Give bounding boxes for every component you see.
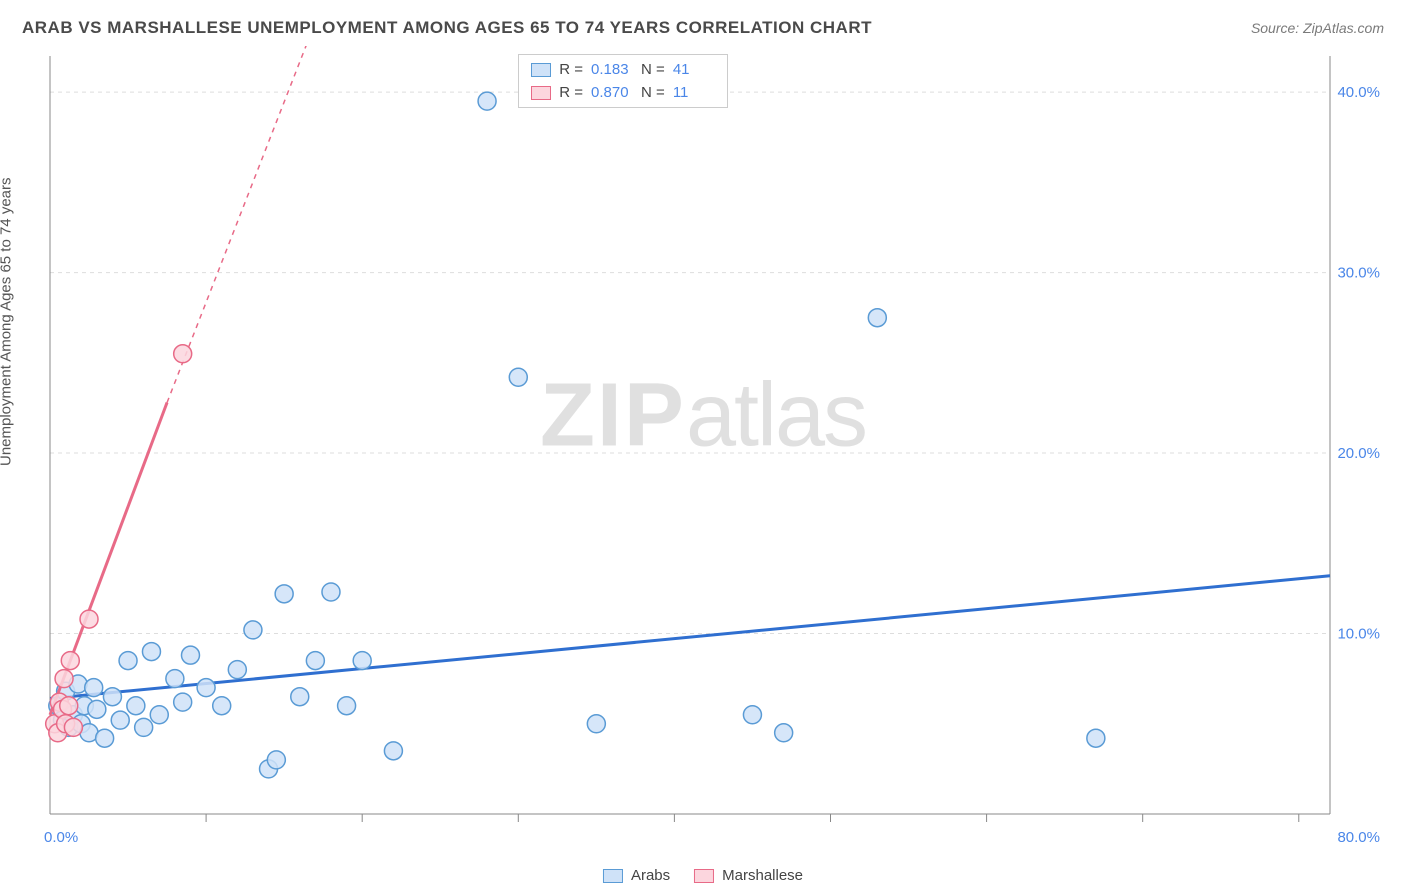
swatch-marshallese [694, 869, 714, 883]
r-value: 0.183 [591, 61, 633, 78]
chart-header: ARAB VS MARSHALLESE UNEMPLOYMENT AMONG A… [0, 0, 1406, 46]
series-legend: Arabs Marshallese [603, 867, 803, 884]
chart-source: Source: ZipAtlas.com [1251, 20, 1384, 36]
svg-text:30.0%: 30.0% [1337, 265, 1380, 282]
swatch-icon [531, 63, 551, 77]
n-value: 11 [673, 84, 715, 101]
svg-text:20.0%: 20.0% [1337, 445, 1380, 462]
legend-item-arabs: Arabs [603, 867, 670, 884]
correlation-legend: R = 0.183 N = 41 R = 0.870 N = 11 [518, 54, 728, 108]
r-value: 0.870 [591, 84, 633, 101]
r-label: R = [559, 61, 583, 78]
n-label: N = [641, 84, 665, 101]
legend-stat-row: R = 0.183 N = 41 [527, 59, 719, 80]
chart-area: Unemployment Among Ages 65 to 74 years Z… [0, 46, 1406, 886]
svg-text:10.0%: 10.0% [1337, 626, 1380, 643]
legend-label: Marshallese [722, 867, 803, 884]
chart-title: ARAB VS MARSHALLESE UNEMPLOYMENT AMONG A… [22, 18, 872, 38]
legend-stat-row: R = 0.870 N = 11 [527, 82, 719, 103]
swatch-arabs [603, 869, 623, 883]
svg-text:40.0%: 40.0% [1337, 84, 1380, 101]
r-label: R = [559, 84, 583, 101]
swatch-icon [531, 86, 551, 100]
n-value: 41 [673, 61, 715, 78]
svg-text:80.0%: 80.0% [1337, 829, 1380, 846]
legend-item-marshallese: Marshallese [694, 867, 803, 884]
legend-label: Arabs [631, 867, 670, 884]
svg-text:0.0%: 0.0% [44, 829, 78, 846]
y-axis-label: Unemployment Among Ages 65 to 74 years [0, 177, 15, 466]
n-label: N = [641, 61, 665, 78]
scatter-plot: 10.0% 20.0% 30.0% 40.0% 0.0% 80.0% [0, 46, 1406, 886]
